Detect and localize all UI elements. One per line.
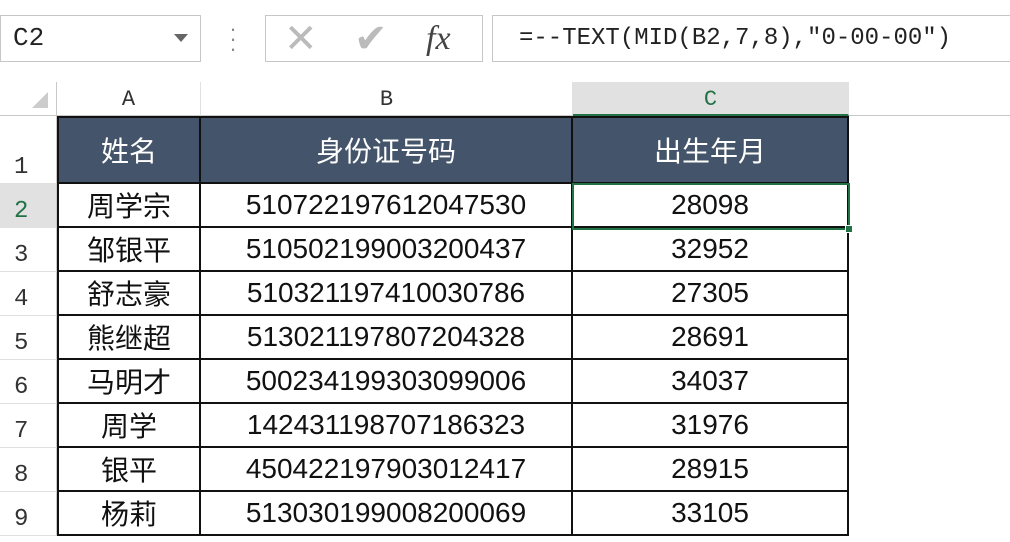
check-icon[interactable]: ✔ (354, 17, 388, 61)
table-cell[interactable]: 31976 (573, 404, 849, 448)
table-cell[interactable]: 马明才 (57, 360, 201, 404)
name-box[interactable]: C2 (0, 15, 201, 62)
column-header-a[interactable]: A (57, 82, 201, 116)
table-cell[interactable]: 513021197807204328 (201, 316, 573, 360)
row-header-1[interactable]: 1 (0, 116, 57, 184)
table-cell[interactable]: 510321197410030786 (201, 272, 573, 316)
x-icon[interactable]: ✕ (284, 17, 318, 61)
fill-handle[interactable] (845, 225, 853, 233)
table-cell[interactable]: 34037 (573, 360, 849, 404)
name-box-value: C2 (13, 23, 45, 53)
select-all-button[interactable] (0, 82, 57, 116)
header-cell[interactable]: 身份证号码 (201, 116, 573, 184)
row-header-5[interactable]: 5 (0, 316, 57, 360)
table-cell[interactable]: 142431198707186323 (201, 404, 573, 448)
table-cell[interactable]: 28691 (573, 316, 849, 360)
table-cell[interactable]: 450422197903012417 (201, 448, 573, 492)
chevron-down-icon[interactable] (174, 34, 188, 42)
table-cell[interactable]: 27305 (573, 272, 849, 316)
header-cell[interactable]: 姓名 (57, 116, 201, 184)
table-cell[interactable]: 500234199303099006 (201, 360, 573, 404)
table-cell[interactable]: 28915 (573, 448, 849, 492)
table-cell[interactable]: 513030199008200069 (201, 492, 573, 536)
more-options-icon[interactable]: · · · (229, 16, 237, 61)
row-header-3[interactable]: 3 (0, 228, 57, 272)
table-cell[interactable]: 28098 (573, 184, 849, 228)
formula-buttons: ✕ ✔ fx (265, 15, 483, 62)
header-cell[interactable]: 出生年月 (573, 116, 849, 184)
table-cell[interactable]: 杨莉 (57, 492, 201, 536)
table-cell[interactable]: 熊继超 (57, 316, 201, 360)
table-cell[interactable]: 周学宗 (57, 184, 201, 228)
row-header-9[interactable]: 9 (0, 492, 57, 536)
table-cell[interactable]: 510502199003200437 (201, 228, 573, 272)
row-header-7[interactable]: 7 (0, 404, 57, 448)
formula-input[interactable]: =--TEXT(MID(B2,7,8),"0-00-00") (492, 15, 1010, 62)
table-cell[interactable]: 银平 (57, 448, 201, 492)
table-cell[interactable]: 邹银平 (57, 228, 201, 272)
table-cell[interactable]: 舒志豪 (57, 272, 201, 316)
row-header-6[interactable]: 6 (0, 360, 57, 404)
table-cell[interactable]: 周学 (57, 404, 201, 448)
column-header-b[interactable]: B (201, 82, 573, 116)
column-header-c[interactable]: C (573, 82, 849, 116)
fx-icon[interactable]: fx (426, 20, 451, 57)
table-cell[interactable]: 32952 (573, 228, 849, 272)
row-header-8[interactable]: 8 (0, 448, 57, 492)
column-header-d[interactable] (849, 82, 1010, 116)
selected-cell-border (572, 183, 850, 230)
row-header-2[interactable]: 2 (0, 184, 57, 228)
table-cell[interactable]: 33105 (573, 492, 849, 536)
row-header-4[interactable]: 4 (0, 272, 57, 316)
table-cell[interactable]: 510722197612047530 (201, 184, 573, 228)
